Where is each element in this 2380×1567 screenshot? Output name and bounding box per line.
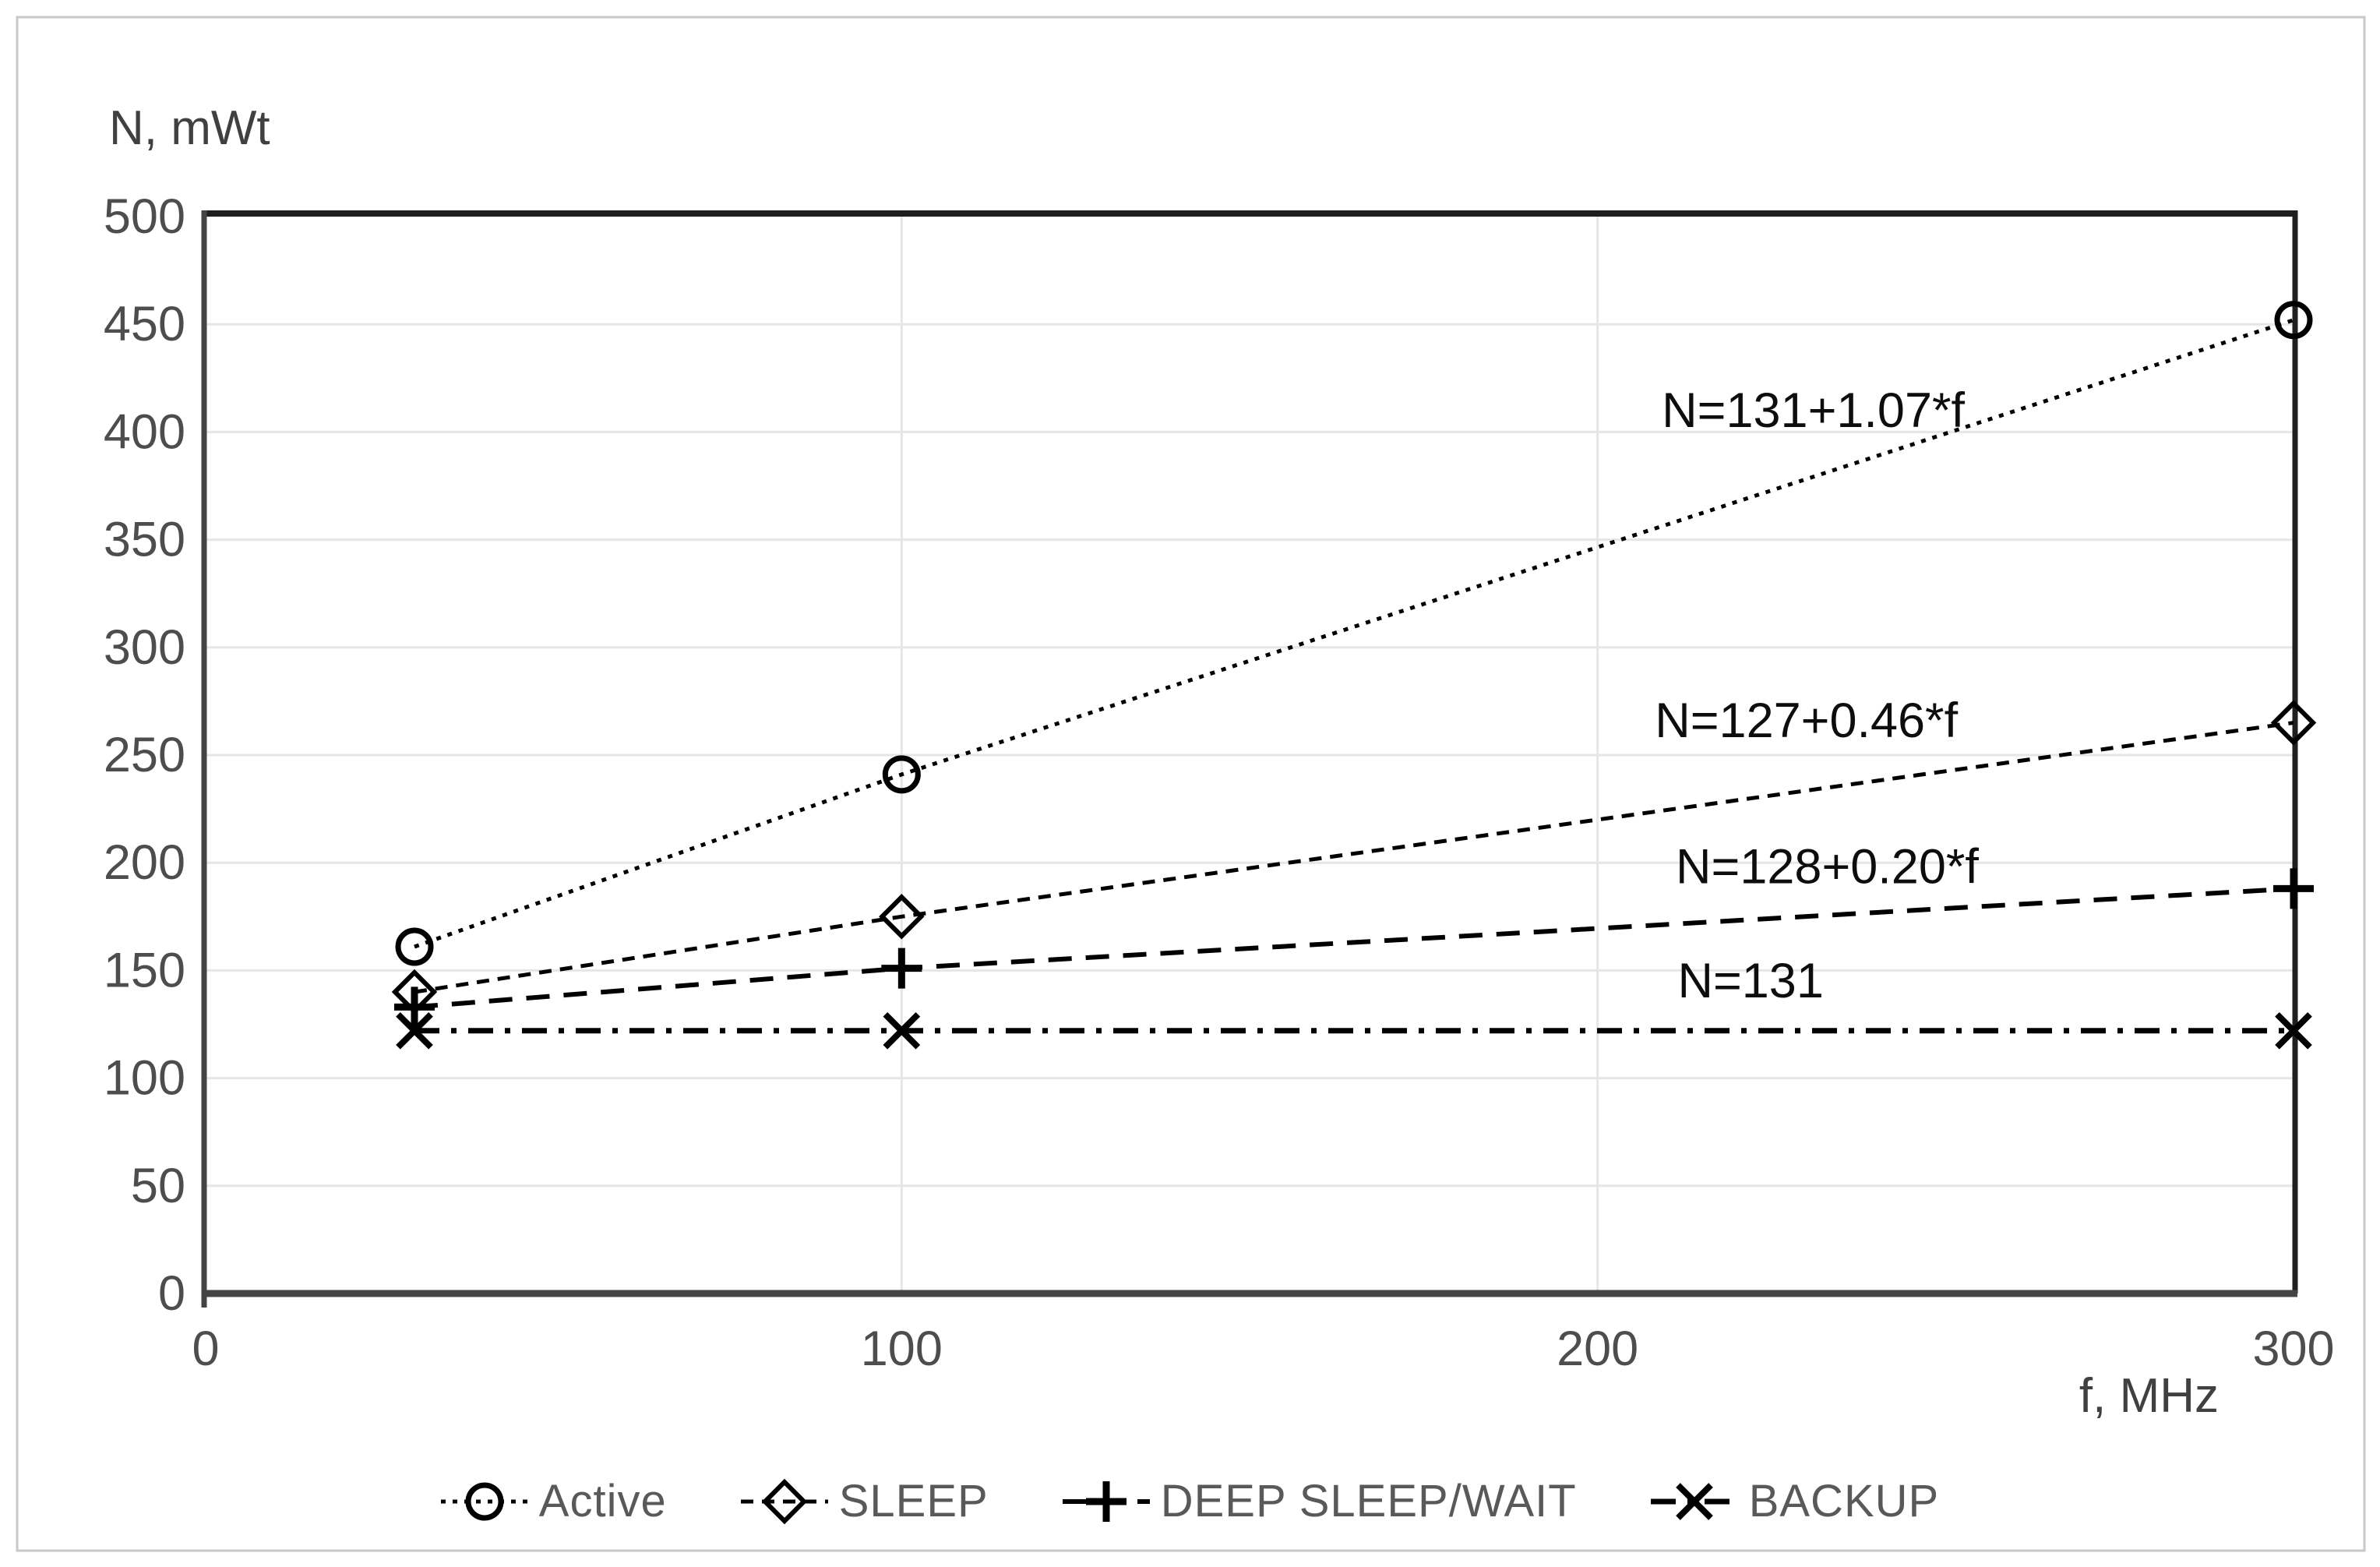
- y-tick-100: 100: [104, 1051, 185, 1106]
- y-tick-150: 150: [104, 943, 185, 997]
- x-tick-200: 200: [1557, 1322, 1638, 1376]
- y-tick-200: 200: [104, 835, 185, 890]
- trend-annotation-1: N=127+0.46*f: [1655, 694, 1958, 748]
- y-tick-350: 350: [104, 513, 185, 567]
- series-line-active: [414, 318, 2294, 949]
- x-tick-labels: 0 100 200 300: [192, 1322, 2334, 1376]
- y-tick-50: 50: [131, 1159, 185, 1213]
- y-tick-250: 250: [104, 728, 185, 782]
- y-tick-500: 500: [104, 189, 185, 244]
- marker-active-f300: [2274, 301, 2313, 340]
- y-tick-450: 450: [104, 297, 185, 351]
- y-axis-title: N, mWt: [109, 101, 270, 155]
- x-tick-100: 100: [861, 1322, 943, 1376]
- y-tick-300: 300: [104, 620, 185, 675]
- series-line-sleep: [414, 721, 2294, 994]
- x-tick-0: 0: [192, 1322, 219, 1376]
- y-tick-400: 400: [104, 404, 185, 459]
- marker-backup-f300: [2275, 1011, 2312, 1050]
- trend-annotation-2: N=128+0.20*f: [1676, 840, 1979, 895]
- marker-backup-f100: [883, 1011, 921, 1050]
- y-tick-0: 0: [158, 1266, 185, 1321]
- series-group: [391, 301, 2317, 1050]
- plot-border: [201, 210, 2298, 1308]
- marker-backup-f30: [396, 1011, 433, 1050]
- trend-annotation-3: N=131: [1677, 954, 1823, 1008]
- annotation-group: N=131+1.07*f N=127+0.46*f N=128+0.20*f N=13…: [1655, 383, 1979, 1008]
- x-axis-title: f, MHz: [2079, 1369, 2219, 1423]
- trend-annotation-0: N=131+1.07*f: [1662, 383, 1965, 438]
- marker-active-f100: [882, 755, 921, 794]
- marker-deep-sleep-wait-f300: [2273, 868, 2314, 909]
- figure-border: [16, 16, 2366, 1552]
- gridlines: [206, 217, 2294, 1293]
- marker-active-f30: [395, 927, 434, 966]
- marker-sleep-f300: [2270, 700, 2317, 746]
- marker-sleep-f100: [879, 894, 925, 940]
- marker-deep-sleep-wait-f30: [394, 986, 435, 1028]
- marker-deep-sleep-wait-f100: [881, 948, 922, 989]
- x-tick-300: 300: [2252, 1322, 2334, 1376]
